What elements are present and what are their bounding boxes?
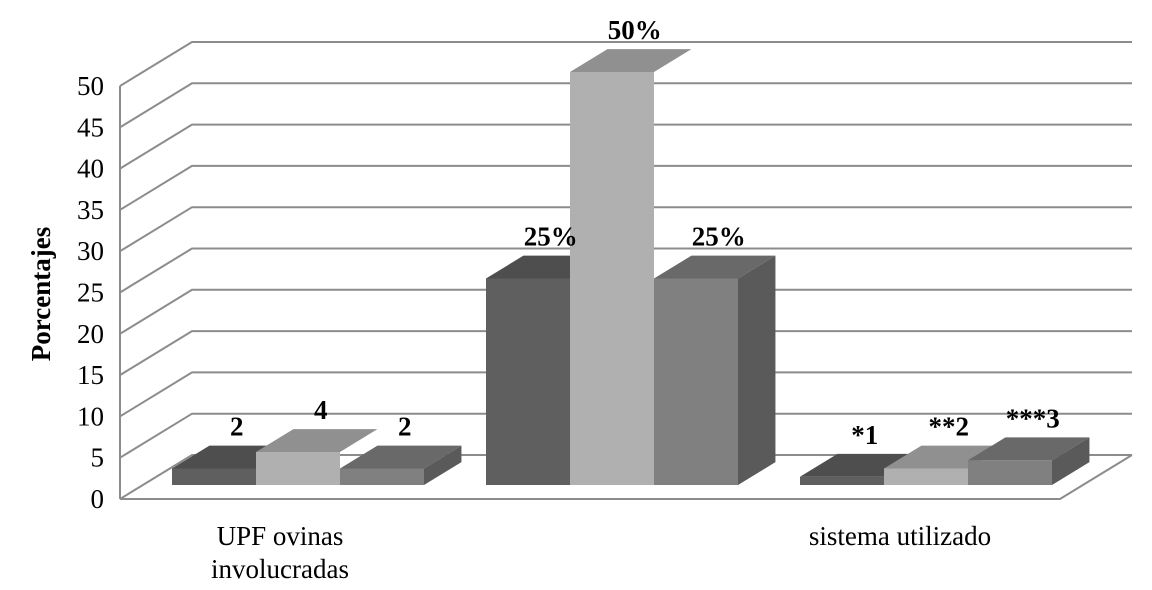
y-tick-label: 30 xyxy=(77,236,104,266)
gridline xyxy=(119,82,1132,129)
y-tick-label: 40 xyxy=(77,154,104,184)
data-label: 50% xyxy=(608,15,662,45)
data-label: **2 xyxy=(928,412,969,442)
bar xyxy=(340,445,462,485)
data-label: *1 xyxy=(851,420,878,450)
gridline xyxy=(119,206,1132,253)
y-tick-label: 5 xyxy=(91,443,105,473)
bar xyxy=(486,255,608,485)
y-tick-label: 15 xyxy=(77,360,104,390)
y-axis-label: Porcentajes xyxy=(26,227,56,361)
bar xyxy=(256,429,378,485)
gridlines xyxy=(119,41,1132,500)
gridline xyxy=(119,123,1132,170)
gridline xyxy=(119,164,1132,211)
y-tick-label: 25 xyxy=(77,278,104,308)
y-tick-label: 0 xyxy=(91,484,105,514)
y-tick-label: 45 xyxy=(77,112,104,142)
y-tick-label: 10 xyxy=(77,401,104,431)
gridline xyxy=(119,288,1132,335)
gridline xyxy=(119,330,1132,376)
y-tick-label: 35 xyxy=(77,195,104,225)
category-label: sistema utilizado xyxy=(809,521,991,551)
bar xyxy=(570,49,692,485)
category-labels: UPF ovinas involucradas sistema utilizado xyxy=(211,521,991,584)
data-label: 25% xyxy=(692,222,746,252)
gridline xyxy=(119,371,1132,418)
bars xyxy=(172,49,1090,485)
data-label: 25% xyxy=(524,222,578,252)
data-labels: 2 4 2 25% 50% 25% *1 **2 ***3 xyxy=(230,15,1060,450)
data-label: 2 xyxy=(230,412,244,442)
data-label: 2 xyxy=(398,412,412,442)
bar xyxy=(654,255,776,485)
data-label: 4 xyxy=(314,395,328,425)
y-tick-label: 20 xyxy=(77,319,104,349)
floor-edge xyxy=(120,454,1133,500)
y-axis-ticks: 0 5 10 15 20 25 30 35 40 45 50 xyxy=(77,71,104,514)
gridline xyxy=(119,247,1132,294)
gridline xyxy=(119,454,1132,500)
gridline xyxy=(119,412,1132,459)
data-label: ***3 xyxy=(1006,403,1060,433)
category-label: UPF ovinas involucradas xyxy=(211,521,349,584)
bar xyxy=(968,437,1090,485)
y-tick-label: 50 xyxy=(77,71,104,101)
gridline xyxy=(119,41,1132,87)
